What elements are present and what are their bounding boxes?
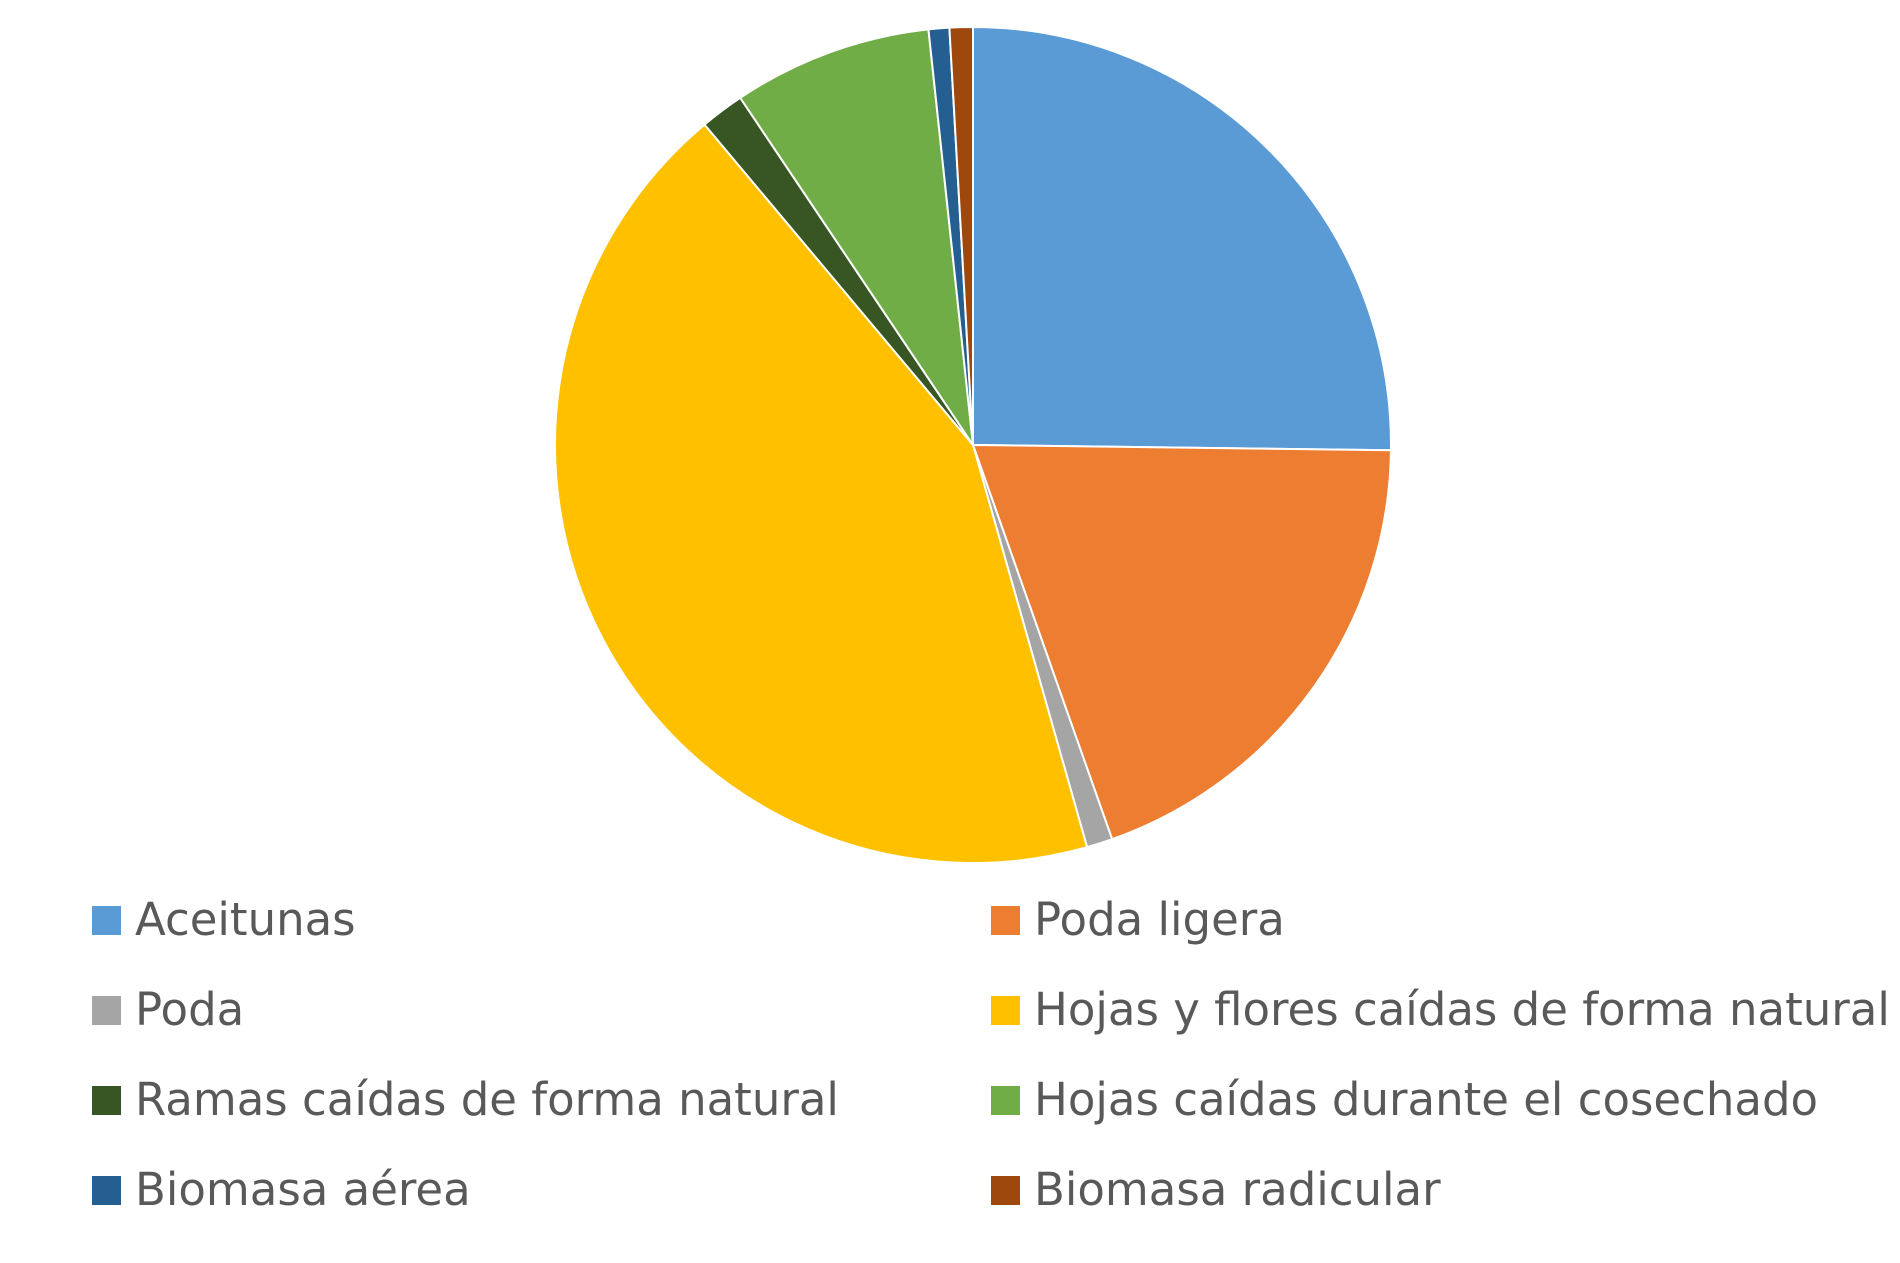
legend-item-0: Aceitunas — [92, 890, 356, 950]
legend-item-7: Biomasa radicular — [991, 1160, 1441, 1220]
pie-slice-5 — [738, 28, 974, 446]
legend-item-3: Hojas y flores caídas de forma natural — [991, 980, 1890, 1040]
legend-swatch — [92, 1175, 121, 1205]
legend-swatch — [991, 995, 1020, 1025]
legend-swatch — [92, 1085, 121, 1115]
legend-label: Biomasa aérea — [135, 1163, 471, 1216]
legend-swatch — [991, 1085, 1020, 1115]
pie-slice-3 — [554, 123, 1089, 864]
legend-label: Poda ligera — [1034, 893, 1285, 946]
legend-label: Poda — [135, 983, 245, 1036]
pie-plot-area — [554, 25, 1392, 864]
legend-item-1: Poda ligera — [991, 890, 1285, 950]
legend-swatch — [991, 1175, 1020, 1205]
legend-item-2: Poda — [92, 980, 244, 1040]
legend-item-6: Biomasa aérea — [92, 1160, 471, 1220]
legend-swatch — [92, 905, 121, 935]
legend-label: Aceitunas — [135, 893, 356, 946]
legend-item-4: Ramas caídas de forma natural — [92, 1070, 839, 1130]
legend-swatch — [92, 995, 121, 1025]
pie-slice-7 — [948, 25, 974, 446]
pie-slice-0 — [972, 25, 1392, 452]
legend-label: Biomasa radicular — [1034, 1163, 1441, 1216]
legend-label: Hojas caídas durante el cosechado — [1034, 1073, 1819, 1126]
legend-label: Hojas y flores caídas de forma natural — [1034, 983, 1890, 1036]
legend-item-5: Hojas caídas durante el cosechado — [991, 1070, 1818, 1130]
legend-label: Ramas caídas de forma natural — [135, 1073, 839, 1126]
legend-swatch — [991, 905, 1020, 935]
